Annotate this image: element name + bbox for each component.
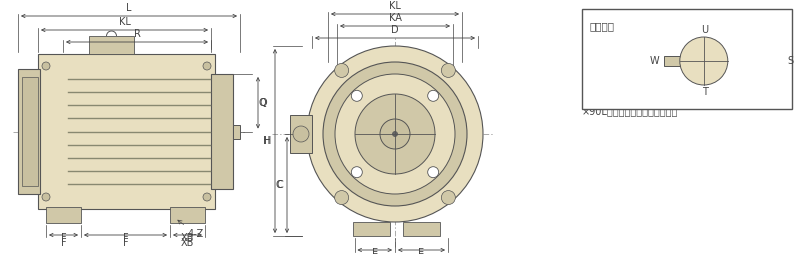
Text: 軸端共通: 軸端共通 xyxy=(590,21,615,31)
Circle shape xyxy=(351,90,362,101)
Bar xyxy=(664,56,680,66)
Bar xyxy=(22,77,38,186)
Circle shape xyxy=(442,190,455,204)
Circle shape xyxy=(380,119,410,149)
Bar xyxy=(402,222,440,236)
Bar xyxy=(233,124,240,138)
Bar xyxy=(170,207,205,223)
Bar xyxy=(89,36,134,54)
Text: L: L xyxy=(126,3,132,13)
Text: KL: KL xyxy=(118,17,130,27)
Circle shape xyxy=(680,37,728,85)
Text: C: C xyxy=(275,180,282,190)
Text: H: H xyxy=(264,136,271,146)
Text: KL: KL xyxy=(389,1,401,11)
Text: C: C xyxy=(276,180,283,190)
Text: F: F xyxy=(122,238,128,248)
Circle shape xyxy=(351,167,362,178)
Text: Q: Q xyxy=(260,98,268,108)
Bar xyxy=(46,207,81,223)
Circle shape xyxy=(335,74,455,194)
Text: U: U xyxy=(702,25,708,35)
Circle shape xyxy=(323,62,467,206)
Circle shape xyxy=(203,193,211,201)
Text: Q: Q xyxy=(258,98,266,108)
Circle shape xyxy=(203,62,211,70)
Text: KA: KA xyxy=(389,13,402,23)
Text: ×90L框は吹り手なしになります: ×90L框は吹り手なしになります xyxy=(582,106,678,116)
Circle shape xyxy=(428,90,438,101)
Text: T: T xyxy=(702,87,708,97)
Text: E: E xyxy=(418,253,425,254)
Circle shape xyxy=(334,190,349,204)
Circle shape xyxy=(355,94,435,174)
Text: F: F xyxy=(122,233,128,243)
Text: XB: XB xyxy=(181,238,194,248)
Text: E: E xyxy=(418,248,425,254)
Bar xyxy=(290,115,312,153)
Circle shape xyxy=(42,193,50,201)
Circle shape xyxy=(42,62,50,70)
Text: D: D xyxy=(391,25,399,35)
Circle shape xyxy=(334,64,349,77)
Bar xyxy=(582,9,792,109)
Text: 4-Z: 4-Z xyxy=(178,220,204,239)
Text: XB: XB xyxy=(181,233,194,243)
Text: W: W xyxy=(649,56,659,66)
Text: S: S xyxy=(787,56,793,66)
Circle shape xyxy=(393,132,398,136)
Bar xyxy=(18,69,40,194)
Text: F: F xyxy=(61,238,66,248)
Circle shape xyxy=(293,126,309,142)
Circle shape xyxy=(428,167,438,178)
Text: E: E xyxy=(372,248,378,254)
Bar xyxy=(211,74,233,189)
Text: H: H xyxy=(262,136,270,146)
Bar xyxy=(38,54,215,209)
Circle shape xyxy=(442,64,455,77)
Text: F: F xyxy=(61,233,66,243)
Text: R: R xyxy=(134,29,141,39)
Circle shape xyxy=(307,46,483,222)
Text: E: E xyxy=(372,253,378,254)
Bar xyxy=(353,222,390,236)
